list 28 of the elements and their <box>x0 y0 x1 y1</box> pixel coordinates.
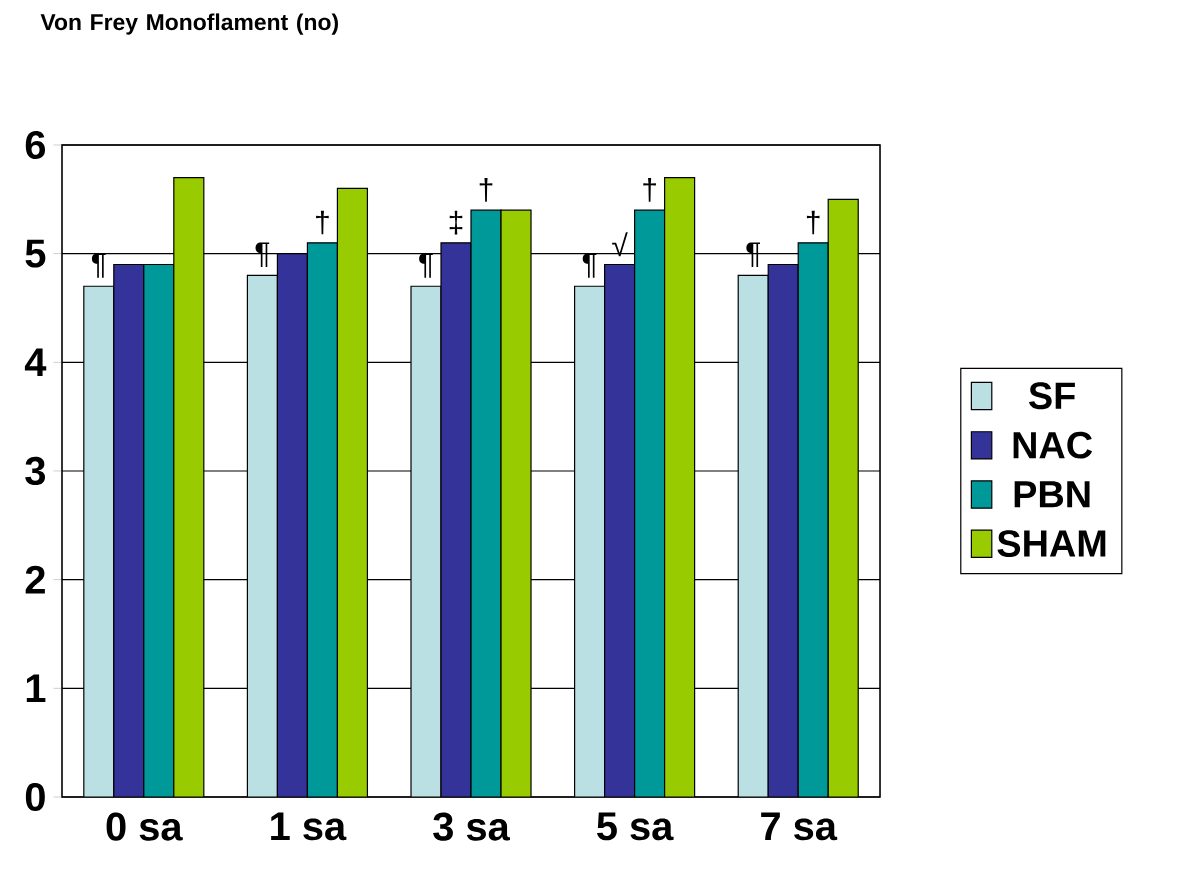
annotation: † <box>643 178 656 202</box>
annotation: † <box>479 178 493 202</box>
x-tick-label: 5 sa <box>597 812 674 841</box>
y-tick-label: 2 <box>25 565 45 594</box>
x-tick-label: 1 sa <box>271 812 347 841</box>
legend-label: SHAM <box>997 530 1106 557</box>
legend-label: SF <box>1029 382 1075 410</box>
bar <box>797 242 829 797</box>
annotation: † <box>806 210 820 235</box>
annotation: ‡ <box>449 210 463 235</box>
bar <box>306 242 339 797</box>
y-tick-label: 6 <box>25 130 46 160</box>
y-tick-label: 4 <box>24 348 47 377</box>
y-axis-title: Von Frey Monoflament (no) <box>40 13 338 35</box>
x-tick-label: 3 sa <box>433 812 510 841</box>
y-tick-label: 1 <box>26 674 46 703</box>
bar <box>634 209 666 797</box>
y-tick-label: 3 <box>25 456 46 486</box>
annotation: √ <box>612 232 628 257</box>
legend-label: NAC <box>1013 431 1093 459</box>
x-tick-label: 7 sa <box>761 812 838 841</box>
annotation: † <box>316 210 329 235</box>
y-tick-label: 0 <box>25 782 45 812</box>
y-tick-label: 5 <box>25 239 46 268</box>
bar <box>470 209 502 797</box>
x-tick-label: 0 sa <box>106 812 183 841</box>
bar <box>143 263 175 797</box>
legend-label: PBN <box>1014 481 1090 508</box>
